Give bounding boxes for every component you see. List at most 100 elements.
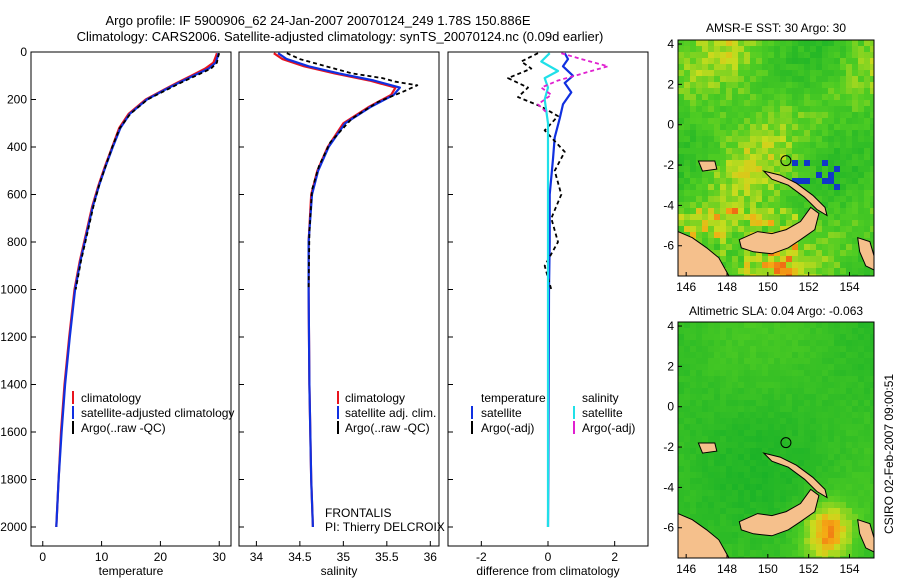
- sst-cell: [684, 178, 691, 185]
- sst-cell: [768, 136, 775, 143]
- sla-cell: [690, 376, 697, 383]
- sla-cell: [696, 448, 703, 455]
- sst-cell: [798, 148, 805, 155]
- sst-cell: [738, 136, 745, 143]
- sst-cell: [840, 40, 847, 47]
- sst-cell: [756, 256, 763, 263]
- sst-cell: [792, 166, 799, 173]
- sla-cell: [732, 370, 739, 377]
- sst-cell: [786, 268, 793, 275]
- sla-cell: [804, 454, 811, 461]
- sst-cell: [804, 112, 811, 119]
- sla-cell: [774, 400, 781, 407]
- sla-cell: [858, 538, 865, 545]
- sst-cell: [858, 184, 865, 191]
- sla-cell: [804, 322, 811, 329]
- sla-cell: [738, 508, 745, 515]
- sst-cell: [798, 40, 805, 47]
- sla-cell: [720, 406, 727, 413]
- sst-cell: [834, 178, 841, 185]
- sla-cell: [750, 406, 757, 413]
- sst-cell: [774, 142, 781, 149]
- sst-cell: [852, 202, 859, 209]
- sla-cell: [798, 532, 805, 539]
- sst-cell: [804, 154, 811, 161]
- sla-cell: [870, 454, 874, 461]
- sst-cell: [756, 136, 763, 143]
- sla-cell: [738, 478, 745, 485]
- sst-cell: [714, 64, 721, 71]
- sla-cell: [696, 334, 703, 341]
- sla-cell: [750, 550, 757, 557]
- sla-cell: [798, 370, 805, 377]
- sla-cell: [768, 544, 775, 551]
- sla-cell: [792, 412, 799, 419]
- sla-cell: [768, 328, 775, 335]
- sst-cell: [858, 172, 865, 179]
- sla-cell: [828, 436, 835, 443]
- sla-cell: [834, 544, 841, 551]
- sst-cell: [774, 88, 781, 95]
- sla-cell: [858, 322, 865, 329]
- sla-cell: [834, 460, 841, 467]
- sst-cell: [756, 118, 763, 125]
- sla-cell: [762, 544, 769, 551]
- sst-cell: [738, 46, 745, 53]
- sla-cell: [780, 394, 787, 401]
- sla-cell: [798, 550, 805, 557]
- sst-cell: [702, 172, 709, 179]
- sla-cell: [708, 388, 715, 395]
- sla-cell: [696, 424, 703, 431]
- sst-cell: [774, 106, 781, 113]
- sla-cell: [786, 418, 793, 425]
- sla-cell: [756, 466, 763, 473]
- sla-cell: [750, 484, 757, 491]
- sla-cell: [816, 364, 823, 371]
- sst-cell: [690, 220, 697, 227]
- sst-cell: [696, 82, 703, 89]
- sla-cell: [864, 496, 871, 503]
- sla-cell: [786, 430, 793, 437]
- sst-cell: [726, 274, 733, 276]
- sst-cell: [690, 196, 697, 203]
- sla-cell: [726, 526, 733, 533]
- sst-cell: [684, 202, 691, 209]
- sla-cell: [690, 508, 697, 515]
- sst-cell: [870, 52, 874, 59]
- sst-cell: [840, 88, 847, 95]
- sla-cell: [780, 472, 787, 479]
- sla-cell: [780, 376, 787, 383]
- sla-cell: [780, 412, 787, 419]
- sla-cell: [750, 472, 757, 479]
- sla-cell: [774, 340, 781, 347]
- sla-cell: [840, 466, 847, 473]
- sla-cell: [756, 490, 763, 497]
- sst-cell: [762, 274, 769, 276]
- sla-cell: [822, 328, 829, 335]
- sla-cell: [720, 454, 727, 461]
- sla-cell: [870, 376, 874, 383]
- sla-cell: [828, 430, 835, 437]
- sst-cell: [768, 106, 775, 113]
- salinity-xtick-label: 36: [424, 550, 438, 564]
- sst-cell: [762, 148, 769, 155]
- sla-cell: [828, 346, 835, 353]
- sst-cell: [768, 40, 775, 47]
- sst-cell: [858, 112, 865, 119]
- sst-cell: [798, 160, 805, 167]
- sst-cell: [708, 154, 715, 161]
- sla-cell: [798, 436, 805, 443]
- sst-cell: [828, 52, 835, 59]
- sst-cell: [690, 88, 697, 95]
- sla-cell: [774, 358, 781, 365]
- sla-cell: [828, 484, 835, 491]
- sla-cell: [768, 460, 775, 467]
- sst-cell: [690, 232, 697, 239]
- sst-cell: [762, 142, 769, 149]
- sla-cell: [726, 448, 733, 455]
- sst-cell: [702, 94, 709, 101]
- sst-cell: [684, 94, 691, 101]
- sst-cell: [852, 154, 859, 161]
- sla-cell: [864, 472, 871, 479]
- sst_map-xtick-label: 152: [799, 280, 819, 294]
